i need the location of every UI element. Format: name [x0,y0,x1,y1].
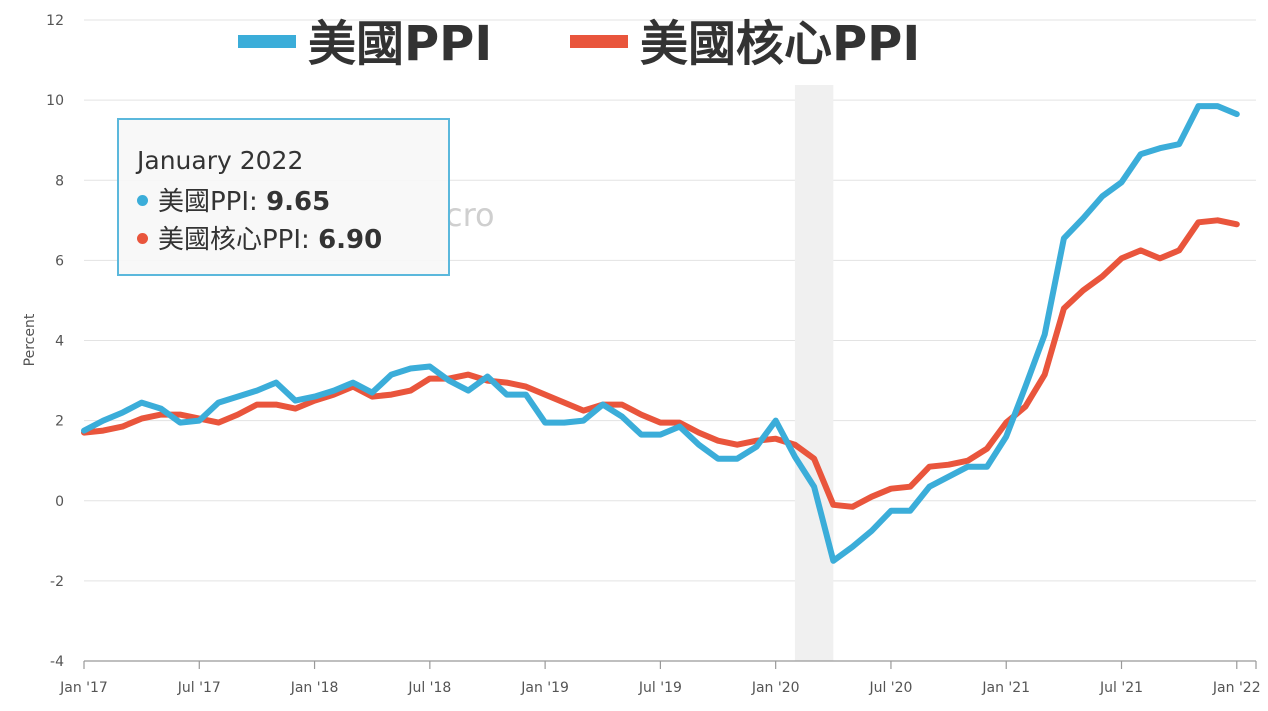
tooltip-value-core-ppi: 6.90 [318,225,383,255]
x-tick-label: Jul '18 [407,680,451,696]
y-tick-label: -2 [50,574,64,590]
recession-band [794,85,834,661]
ppi-dot-icon [137,195,148,206]
tooltip-row-ppi: 美國PPI: 9.65 [137,183,448,221]
grid-lines [84,19,1256,582]
series-lines [81,103,1240,564]
x-tick-label: Jan '17 [59,680,108,696]
tooltip-label-core-ppi: 美國核心PPI: [158,225,310,255]
x-tick-label: Jul '17 [177,680,221,696]
y-tick-label: -4 [50,654,64,670]
shaded-region [794,85,834,661]
y-tick-label: 10 [46,93,64,109]
y-axis-label: Percent [22,313,38,366]
tooltip-value-ppi: 9.65 [266,187,331,217]
y-tick-label: 4 [55,334,64,350]
axes: -4 -2 0 2 4 6 8 10 12 Jan '17 Jul '17 Jan '18 Jul '1… [46,13,1260,696]
core-ppi-dot-icon [137,233,148,244]
x-tick-label: Jan '21 [981,680,1030,696]
x-tick-label: Jul '20 [868,680,912,696]
series-line-ppi [81,103,1240,564]
x-tick-label: Jul '21 [1099,680,1143,696]
y-tick-label: 2 [55,414,64,430]
legend: 美國PPI 美國核心PPI [238,16,920,72]
y-tick-label: 0 [55,494,64,510]
x-tick-label: Jul '19 [638,680,682,696]
legend-swatch-core-ppi [570,35,628,48]
y-tick-label: 8 [55,173,64,189]
legend-label-ppi: 美國PPI [308,16,492,72]
tooltip: January 2022 美國PPI: 9.65 美國核心PPI: 6.90 [117,118,450,276]
x-tick-label: Jan '18 [290,680,339,696]
x-tick-label: Jan '20 [751,680,800,696]
y-tick-label: 6 [55,253,64,269]
x-tick-label: Jan '22 [1212,680,1261,696]
watermark-text: cro [445,196,495,234]
y-tick-label: 12 [46,13,64,29]
x-tick-label: Jan '19 [520,680,569,696]
tooltip-label-ppi: 美國PPI: [158,187,258,217]
legend-label-core-ppi: 美國核心PPI [640,16,920,72]
tooltip-date: January 2022 [137,146,304,175]
series-line-core-ppi [81,217,1240,510]
legend-swatch-ppi [238,35,296,48]
tooltip-row-core-ppi: 美國核心PPI: 6.90 [137,221,448,259]
